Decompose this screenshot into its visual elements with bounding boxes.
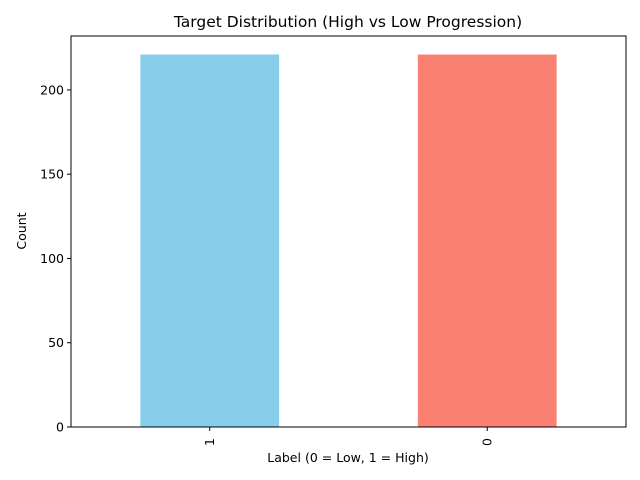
x-tick-label: 0 [479, 438, 494, 446]
x-axis-label: Label (0 = Low, 1 = High) [267, 450, 429, 465]
y-tick-label: 0 [56, 420, 64, 435]
y-tick-label: 100 [40, 251, 64, 266]
y-tick-label: 150 [40, 167, 64, 182]
y-tick-label: 200 [40, 82, 64, 97]
y-axis-label: Count [14, 212, 29, 249]
x-tick-label: 1 [202, 438, 217, 446]
bar-1 [140, 54, 280, 427]
bars [140, 54, 557, 427]
bar-0 [417, 54, 557, 427]
chart-title: Target Distribution (High vs Low Progres… [173, 13, 522, 31]
y-axis-ticks: 0 50 100 150 200 [40, 82, 71, 435]
axes-frame [70, 35, 627, 428]
y-tick-label: 50 [48, 335, 64, 350]
